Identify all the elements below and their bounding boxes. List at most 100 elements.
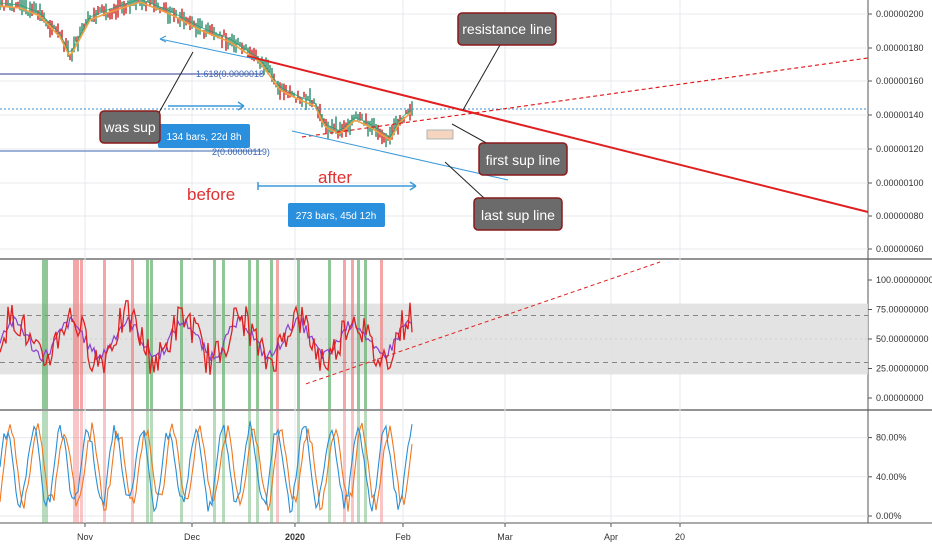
rsi-trendline xyxy=(305,261,661,385)
y-tick-label: 40.00% xyxy=(876,472,907,482)
y-tick-label: 0.00000000 xyxy=(876,393,924,403)
stoch-panel[interactable] xyxy=(0,411,868,523)
y-tick-label: 0.00000160 xyxy=(876,76,924,86)
red-signal-bar xyxy=(380,260,383,409)
measure-label-box xyxy=(158,124,250,148)
green-signal-bar xyxy=(45,260,48,409)
callout-pointer xyxy=(462,44,501,111)
y-tick-label: 0.00000100 xyxy=(876,178,924,188)
callout-label: last sup line xyxy=(481,207,555,223)
y-tick-label: 0.00% xyxy=(876,511,902,521)
y-tick-label: 0.00000080 xyxy=(876,211,924,221)
red-signal-bar xyxy=(73,260,76,409)
green-signal-bar xyxy=(150,411,153,523)
stoch-k-line xyxy=(0,421,413,514)
green-signal-bar xyxy=(222,260,225,409)
green-signal-bar xyxy=(213,260,216,409)
arrowhead xyxy=(159,35,167,43)
green-signal-bar xyxy=(297,260,300,409)
callout-label: was sup xyxy=(103,119,156,135)
callout-pointer xyxy=(451,123,491,146)
y-tick-label: 0.00000060 xyxy=(876,244,924,254)
red-signal-bar xyxy=(351,411,354,523)
y-axis: 0.00000200 0.00000180 0.00000160 0.00000140… xyxy=(868,9,932,521)
x-axis: Nov Dec 2020 Feb Mar Apr 20 xyxy=(77,523,685,542)
callout-last-sup[interactable]: last sup line xyxy=(444,161,563,231)
green-signal-bar xyxy=(357,260,360,409)
stoch-d-line xyxy=(0,422,413,512)
y-tick-label: 0.00000120 xyxy=(876,144,924,154)
red-signal-bar xyxy=(131,260,134,409)
callout-box xyxy=(457,12,557,46)
price-series xyxy=(0,0,413,148)
signal-bars xyxy=(42,260,383,523)
resistance-trendline[interactable] xyxy=(246,55,869,213)
callout-box xyxy=(99,110,161,144)
callout-box xyxy=(473,197,563,231)
callout-label: resistance line xyxy=(462,21,552,37)
x-tick-label: Apr xyxy=(604,532,618,542)
measure-arrowhead xyxy=(237,101,245,111)
measure-134[interactable]: 134 bars, 22d 8h xyxy=(158,101,250,148)
green-signal-bar xyxy=(42,260,45,409)
red-signal-bar xyxy=(103,411,106,523)
green-signal-bar xyxy=(297,411,300,523)
red-signal-bar xyxy=(343,411,346,523)
green-signal-bar xyxy=(270,411,273,523)
green-signal-bar xyxy=(256,260,259,409)
callout-box xyxy=(478,142,568,176)
y-tick-label: 75.00000000 xyxy=(876,305,929,315)
rsi-band-layer xyxy=(0,303,868,375)
red-signal-bar xyxy=(276,260,279,409)
measure-label: 273 bars, 45d 12h xyxy=(296,211,377,222)
callout-resistance[interactable]: resistance line xyxy=(457,12,557,111)
fib-label-1618: 1.618(0.0000018 xyxy=(196,69,264,79)
measure-label: 134 bars, 22d 8h xyxy=(166,132,241,143)
stoch-series xyxy=(0,421,413,514)
y-tick-label: 100.00000000 xyxy=(876,275,932,285)
callout-was-sup[interactable]: was sup xyxy=(99,51,194,144)
y-tick-label: 0.00000180 xyxy=(876,43,924,53)
y-tick-label: 0.00000200 xyxy=(876,9,924,19)
callout-pointer xyxy=(444,161,485,199)
old-trendline[interactable] xyxy=(159,38,256,60)
green-signal-bar xyxy=(357,411,360,523)
note-before: before xyxy=(187,185,235,204)
x-tick-label: 20 xyxy=(675,532,685,542)
green-signal-bar xyxy=(248,411,251,523)
measure-273[interactable]: 273 bars, 45d 12h xyxy=(257,181,417,227)
green-signal-bar xyxy=(213,411,216,523)
red-signal-bar xyxy=(276,411,279,523)
red-signal-bar xyxy=(73,411,76,523)
ema-line xyxy=(0,1,412,142)
callout-first-sup[interactable]: first sup line xyxy=(451,123,568,176)
note-after: after xyxy=(318,168,352,187)
green-signal-bar xyxy=(180,260,183,409)
rsi-line xyxy=(0,299,413,375)
x-tick-label: 2020 xyxy=(285,532,305,542)
rsi-series xyxy=(0,261,661,385)
red-signal-bar xyxy=(351,260,354,409)
red-signal-bar xyxy=(343,260,346,409)
first-sup-trendline[interactable] xyxy=(301,57,869,138)
zone-box[interactable] xyxy=(426,129,454,140)
y-tick-label: 25.00000000 xyxy=(876,364,929,374)
x-tick-label: Nov xyxy=(77,532,94,542)
green-signal-bar xyxy=(328,411,331,523)
green-signal-bar xyxy=(42,411,45,523)
green-signal-bar xyxy=(146,260,149,409)
last-sup-trendline[interactable] xyxy=(291,130,509,181)
green-signal-bar xyxy=(364,411,367,523)
y-tick-label: 0.00000140 xyxy=(876,110,924,120)
red-signal-bar xyxy=(380,411,383,523)
red-signal-bar xyxy=(80,260,83,409)
green-signal-bar xyxy=(146,411,149,523)
green-signal-bar xyxy=(180,411,183,523)
x-tick-label: Feb xyxy=(395,532,411,542)
y-tick-label: 50.00000000 xyxy=(876,334,929,344)
fib-label-2: 2(0.00000119) xyxy=(212,147,270,157)
green-signal-bar xyxy=(150,260,153,409)
y-tick-label: 80.00% xyxy=(876,433,907,443)
green-signal-bar xyxy=(270,260,273,409)
